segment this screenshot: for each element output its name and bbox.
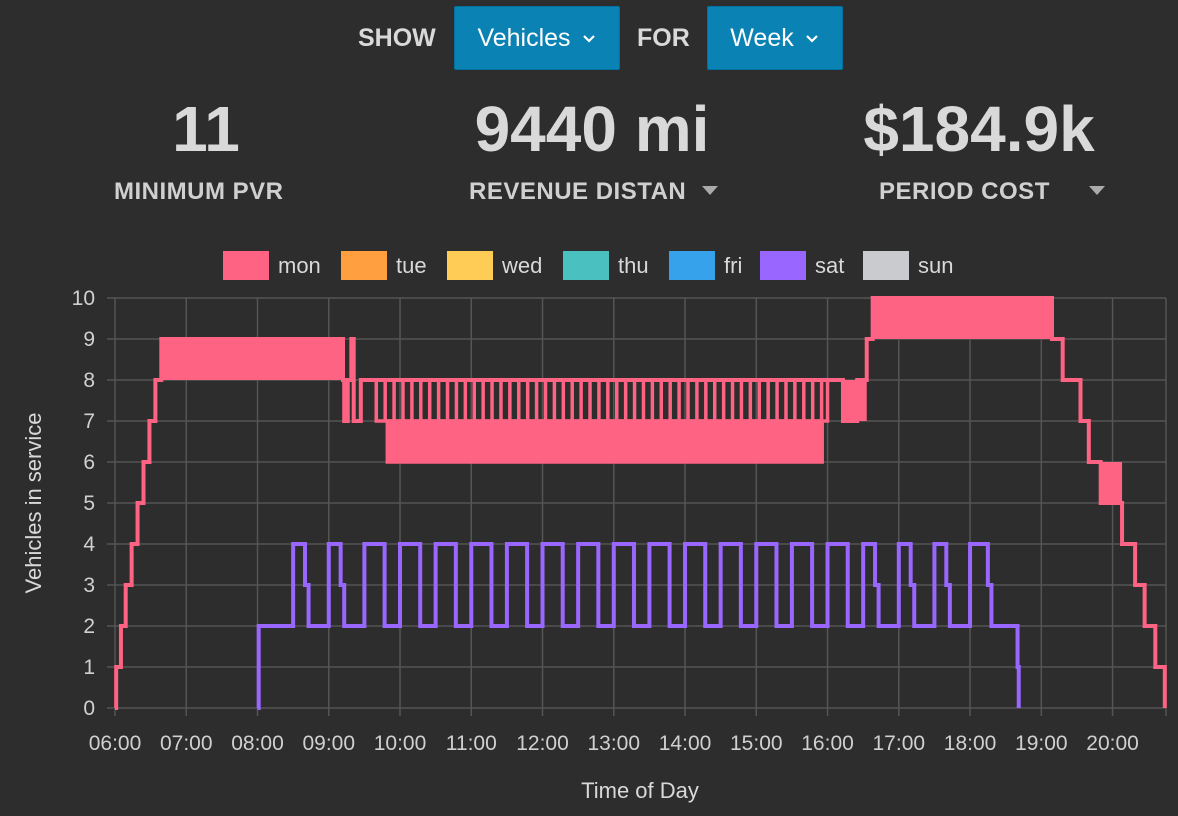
plot-area xyxy=(114,296,1167,710)
x-tick-label: 16:00 xyxy=(801,732,854,755)
show-label: SHOW xyxy=(358,24,436,52)
legend-label: sat xyxy=(815,253,844,278)
legend-swatch xyxy=(341,251,387,280)
kpi-revenue-distance-select[interactable]: REVENUE DISTAN xyxy=(469,178,687,205)
legend-swatch xyxy=(760,251,806,280)
legend-swatch xyxy=(669,251,715,280)
series-mon-block xyxy=(872,298,1052,339)
chevron-down-icon xyxy=(582,35,595,43)
legend-label: thu xyxy=(618,253,649,278)
series-mon-block xyxy=(161,339,344,380)
legend-swatch xyxy=(447,251,493,280)
y-tick-label: 4 xyxy=(83,533,95,556)
legend-swatch xyxy=(563,251,609,280)
x-axis-title: Time of Day xyxy=(581,778,699,803)
show-select[interactable]: Vehicles xyxy=(454,6,620,70)
legend-item-sun: sun xyxy=(863,251,953,280)
x-tick-label: 08:00 xyxy=(231,732,284,755)
x-tick-label: 11:00 xyxy=(446,732,497,755)
x-tick-label: 18:00 xyxy=(944,732,997,755)
for-label: FOR xyxy=(637,24,690,52)
x-tick-label: 13:00 xyxy=(587,732,640,755)
series-sat-line xyxy=(256,542,1021,710)
x-tick-label: 12:00 xyxy=(516,732,569,755)
x-tick-label: 10:00 xyxy=(374,732,427,755)
x-tick-labels: 06:00 07:00 08:00 09:00 10:00 11:00 12:00 13:00… xyxy=(89,732,1139,755)
y-tick-label: 9 xyxy=(83,328,95,351)
kpi-min-pvr-label: MINIMUM PVR xyxy=(114,178,284,205)
series-mon-band xyxy=(385,419,824,464)
legend-label: wed xyxy=(501,253,542,278)
caret-down-icon[interactable] xyxy=(702,186,718,195)
kpi-period-cost-value: $184.9k xyxy=(863,93,1095,165)
series-mon-block xyxy=(1100,462,1123,503)
x-tick-label: 17:00 xyxy=(873,732,926,755)
legend-label: tue xyxy=(396,253,427,278)
legend-swatch xyxy=(863,251,909,280)
legend-label: sun xyxy=(918,253,953,278)
legend: mon tue wed thu fri sat sun xyxy=(223,251,953,280)
x-tick-label: 20:00 xyxy=(1086,732,1139,755)
legend-item-wed: wed xyxy=(447,251,542,280)
y-tick-labels: 0 1 2 3 4 5 6 7 8 9 10 xyxy=(72,287,96,720)
kpi-period-cost-select[interactable]: PERIOD COST xyxy=(879,178,1050,205)
y-tick-label: 1 xyxy=(83,656,95,679)
kpi-min-pvr-value: 11 xyxy=(172,93,240,165)
y-axis-title: Vehicles in service xyxy=(21,413,46,594)
x-tick-label: 09:00 xyxy=(302,732,355,755)
y-tick-label: 5 xyxy=(83,492,95,515)
y-tick-label: 7 xyxy=(83,410,95,433)
y-tick-label: 10 xyxy=(72,287,95,310)
y-tick-label: 6 xyxy=(83,451,95,474)
legend-item-mon: mon xyxy=(223,251,321,280)
show-select-value: Vehicles xyxy=(477,23,571,52)
legend-label: mon xyxy=(278,253,321,278)
y-tick-label: 0 xyxy=(83,697,95,720)
series-mon-block xyxy=(842,380,867,421)
period-select-value: Week xyxy=(730,23,794,52)
legend-label: fri xyxy=(724,253,742,278)
y-tick-label: 2 xyxy=(83,615,95,638)
x-tick-label: 15:00 xyxy=(730,732,783,755)
legend-item-sat: sat xyxy=(760,251,844,280)
kpi-revenue-distance-value: 9440 mi xyxy=(474,93,710,165)
x-tick-label: 07:00 xyxy=(160,732,213,755)
x-tick-label: 06:00 xyxy=(89,732,142,755)
x-tick-label: 19:00 xyxy=(1015,732,1068,755)
chevron-down-icon xyxy=(805,35,818,43)
x-tick-label: 14:00 xyxy=(659,732,712,755)
legend-item-tue: tue xyxy=(341,251,427,280)
legend-swatch xyxy=(223,251,269,280)
legend-item-thu: thu xyxy=(563,251,649,280)
y-tick-label: 8 xyxy=(83,369,95,392)
caret-down-icon[interactable] xyxy=(1089,186,1105,195)
legend-item-fri: fri xyxy=(669,251,742,280)
period-select[interactable]: Week xyxy=(707,6,843,70)
y-tick-label: 3 xyxy=(83,574,95,597)
